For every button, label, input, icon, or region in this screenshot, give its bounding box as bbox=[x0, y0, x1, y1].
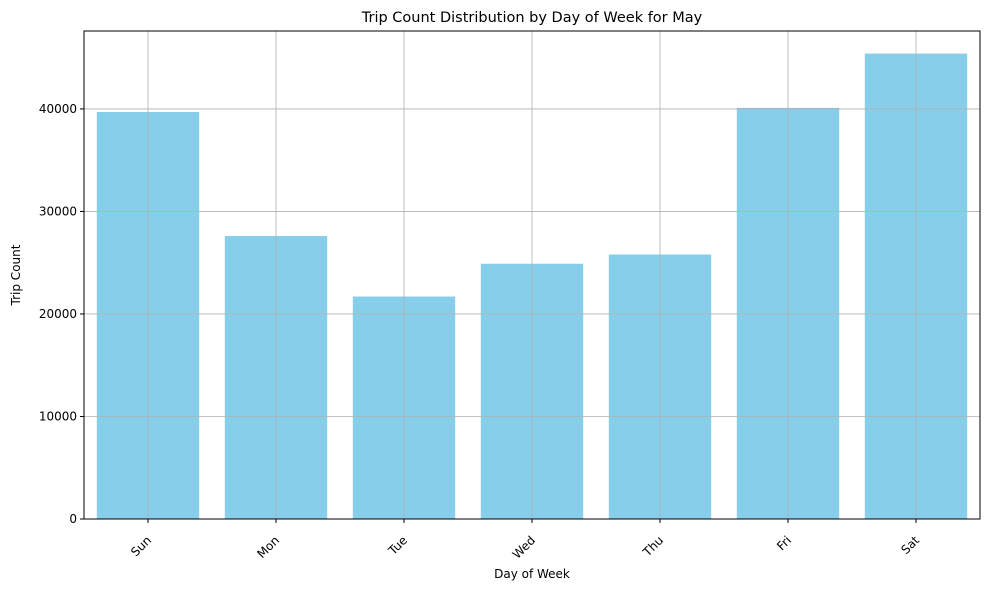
x-axis-label: Day of Week bbox=[494, 567, 570, 581]
chart-title: Trip Count Distribution by Day of Week f… bbox=[361, 10, 703, 26]
y-axis-label: Trip Count bbox=[9, 244, 23, 306]
y-tick-label: 40000 bbox=[39, 102, 77, 116]
y-tick-label: 0 bbox=[69, 512, 77, 526]
y-tick-label: 20000 bbox=[39, 307, 77, 321]
y-tick-label: 10000 bbox=[39, 409, 77, 423]
y-tick-label: 30000 bbox=[39, 204, 77, 218]
